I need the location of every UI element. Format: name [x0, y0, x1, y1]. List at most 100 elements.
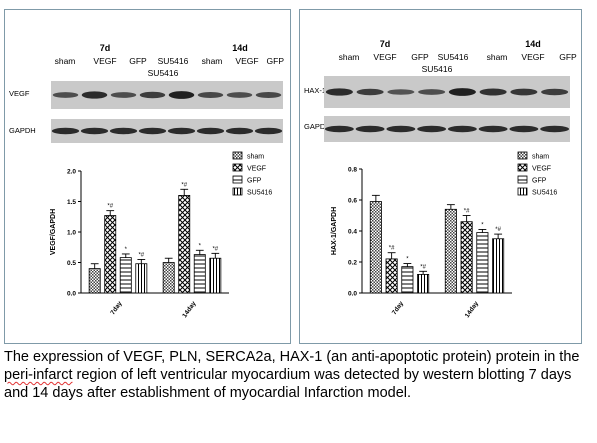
lane-label: GFP: [129, 56, 147, 66]
legend-label: VEGF: [532, 166, 551, 173]
bar: [385, 258, 398, 294]
blot-strip-control: [324, 116, 570, 142]
x-tick-label: 7day: [109, 300, 123, 316]
y-tick-label: 0.0: [67, 291, 76, 298]
significance-label: *#: [420, 264, 426, 270]
bar: [88, 268, 101, 294]
protein-label: VEGF: [9, 89, 30, 98]
lane-label: VEGF: [235, 56, 258, 66]
bar: [369, 201, 382, 294]
lane-label: SU5416: [438, 52, 469, 62]
y-axis-label: VEGF/GAPDH: [50, 209, 57, 255]
bar: [178, 194, 191, 294]
significance-label: *#: [495, 227, 501, 233]
lane-label: GFP: [267, 56, 285, 66]
group-label-14d: 14d: [232, 43, 248, 53]
panel-vegf-svg: 7d 14d sham VEGF GFP SU5416 sham VEGF GF…: [9, 43, 285, 319]
bar: [492, 238, 505, 294]
legend-label: SU5416: [247, 190, 272, 197]
blot-band: [196, 127, 225, 135]
bar: [476, 232, 489, 294]
lane-label: sham: [487, 52, 508, 62]
significance-label: *#: [464, 209, 470, 215]
legend-swatch: [517, 163, 528, 172]
blot-strip-protein: [51, 81, 283, 109]
x-tick-label: 14day: [464, 300, 481, 319]
group-label-14d: 14d: [525, 39, 541, 49]
blot-band: [167, 127, 196, 135]
legend-label: GFP: [247, 178, 262, 185]
legend-swatch: [232, 151, 243, 160]
legend-label: sham: [247, 154, 264, 161]
blot-band: [509, 125, 539, 133]
blot-band: [387, 89, 415, 95]
significance-label: *: [199, 243, 202, 249]
blot-band: [109, 127, 138, 135]
y-tick-label: 0.2: [348, 260, 357, 267]
bar: [193, 254, 206, 294]
y-tick-label: 0.6: [348, 198, 357, 205]
legend-swatch: [517, 175, 528, 184]
significance-label: *: [481, 222, 484, 228]
blot-band: [541, 88, 569, 96]
y-tick-label: 0.8: [348, 167, 357, 174]
significance-label: *#: [138, 252, 144, 258]
bar: [444, 208, 457, 294]
legend-label: VEGF: [247, 166, 266, 173]
lane-label: GFP: [411, 52, 429, 62]
bar: [401, 266, 414, 294]
bar: [104, 215, 117, 294]
blot-strip-protein: [324, 76, 570, 108]
panel-hax1-svg: 7d 14d sham VEGF GFP SU5416 sham VEGF GF…: [304, 39, 577, 319]
blot-band: [168, 91, 195, 99]
lane-label: VEGF: [93, 56, 116, 66]
legend-swatch: [517, 151, 528, 160]
significance-label: *#: [181, 182, 187, 188]
significance-label: *: [406, 257, 409, 263]
legend-swatch: [232, 175, 243, 184]
significance-label: *: [125, 247, 128, 253]
blot-band: [478, 125, 508, 133]
blot-band: [355, 125, 385, 133]
figure-caption: The expression of VEGF, PLN, SERCA2a, HA…: [4, 348, 594, 402]
protein-label: HAX-1: [304, 86, 326, 95]
lane-label: SU5416: [158, 56, 189, 66]
y-tick-label: 0.0: [348, 291, 357, 298]
bar: [460, 221, 473, 294]
y-tick-label: 0.4: [348, 229, 357, 236]
blot-band: [226, 92, 253, 98]
lane-label: GFP: [559, 52, 577, 62]
legend-swatch: [517, 187, 528, 196]
figure-panel-hax1: 7d 14d sham VEGF GFP SU5416 sham VEGF GF…: [299, 9, 582, 344]
lane-label: VEGF: [373, 52, 396, 62]
blot-band: [81, 91, 108, 99]
bar: [135, 263, 148, 294]
significance-label: *#: [212, 246, 218, 252]
lane-label-extra: SU5416: [422, 64, 453, 74]
legend-label: sham: [532, 154, 549, 161]
y-tick-label: 1.5: [67, 199, 76, 206]
bar: [119, 257, 132, 294]
bar-chart-hax1: 0.0 0.2 0.4 0.6 0.8 HAX-1/GAPDH *# * *# 7day *# * *#…: [331, 151, 557, 319]
significance-label: *#: [107, 204, 113, 210]
blot-band: [197, 92, 224, 98]
blot-band: [356, 88, 384, 96]
lane-label-extra: SU5416: [148, 68, 179, 78]
blot-band: [51, 127, 80, 135]
blot-band: [52, 92, 79, 98]
legend-swatch: [232, 163, 243, 172]
bar-chart-vegf: 0.0 0.5 1.0 1.5 2.0 VEGF/GAPDH *# * *# 7day *# * *# 1…: [50, 151, 272, 319]
x-tick-label: 14day: [181, 300, 198, 319]
blot-band: [448, 88, 476, 96]
blot-band: [110, 92, 137, 98]
blot-band: [540, 125, 570, 133]
x-tick-label: 7day: [391, 300, 405, 316]
lane-label: sham: [202, 56, 223, 66]
blot-band: [324, 125, 354, 133]
control-label: GAPDH: [304, 122, 331, 131]
blot-band: [386, 125, 416, 133]
blot-band: [418, 89, 446, 95]
caption-text: region of left ventricular myocardium wa…: [4, 367, 572, 401]
group-label-7d: 7d: [380, 39, 391, 49]
legend-label: GFP: [532, 178, 547, 185]
